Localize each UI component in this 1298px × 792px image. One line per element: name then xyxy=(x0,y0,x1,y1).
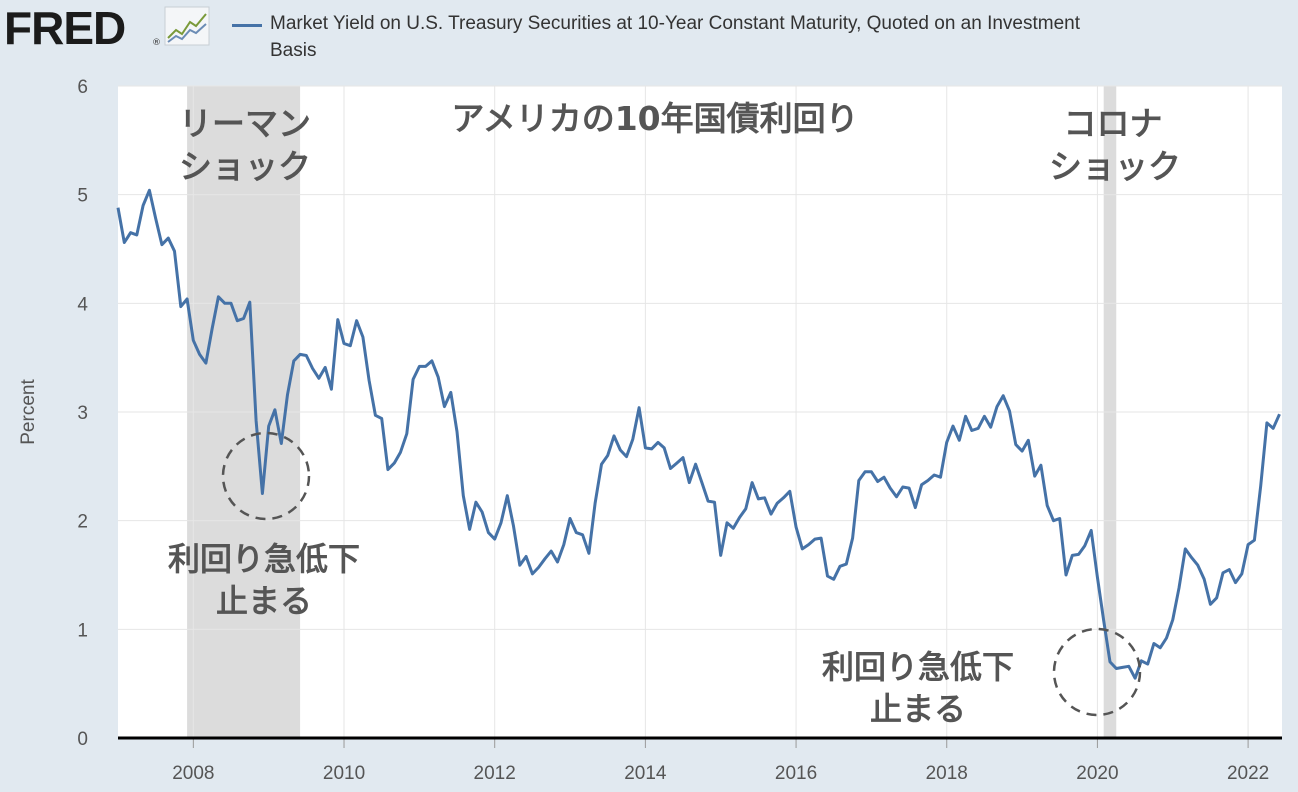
y-axis-label: Percent xyxy=(18,379,39,445)
chart-title: アメリカの10年国債利回り xyxy=(451,99,858,138)
legend-label[interactable]: Market Yield on U.S. Treasury Securities… xyxy=(270,13,1081,61)
annotation-2020-line2: 止まる xyxy=(870,690,966,728)
highlight-circle-2009 xyxy=(221,431,311,521)
y-tick-label: 5 xyxy=(77,186,88,207)
annotation-2009-line1: 利回り急低下 xyxy=(168,540,360,578)
y-tick-label: 0 xyxy=(77,729,88,750)
x-tick-label: 2016 xyxy=(775,763,817,784)
line-chart-icon xyxy=(164,6,210,46)
x-tick-label: 2018 xyxy=(926,763,968,784)
annotation-2009-line2: 止まる xyxy=(216,582,312,620)
highlight-circle-2020 xyxy=(1052,627,1142,717)
fred-logo[interactable]: FRED xyxy=(4,2,126,54)
y-tick-label: 2 xyxy=(77,512,88,533)
registered-mark: ® xyxy=(152,38,161,48)
series-line[interactable] xyxy=(116,188,1281,680)
x-tick-label: 2014 xyxy=(624,763,667,784)
x-tick-label: 2008 xyxy=(172,763,214,784)
recession-label-lehman-line2: ショック xyxy=(179,147,311,186)
x-tick-label: 2022 xyxy=(1227,763,1269,784)
y-axis-ticks: 0 1 2 3 4 5 6 xyxy=(77,77,88,750)
x-tick-label: 2020 xyxy=(1076,763,1118,784)
y-tick-label: 4 xyxy=(77,294,88,315)
y-tick-label: 6 xyxy=(77,77,88,98)
x-axis-ticks: 2008 2010 2012 2014 2016 2018 2020 2022 xyxy=(172,738,1269,784)
annotation-2020-line1: 利回り急低下 xyxy=(822,648,1014,686)
y-tick-label: 1 xyxy=(77,620,88,641)
recession-label-corona-line1: コロナ xyxy=(1064,104,1163,143)
x-tick-label: 2010 xyxy=(323,763,365,784)
chart-header: FRED ® Market Yield on U.S. Treasury Sec… xyxy=(0,0,1298,80)
recession-label-corona-line2: ショック xyxy=(1049,147,1181,186)
x-tick-label: 2012 xyxy=(474,763,516,784)
y-tick-label: 3 xyxy=(77,403,88,424)
recession-label-lehman-line1: リーマン xyxy=(179,104,311,143)
legend-swatch xyxy=(232,24,262,27)
